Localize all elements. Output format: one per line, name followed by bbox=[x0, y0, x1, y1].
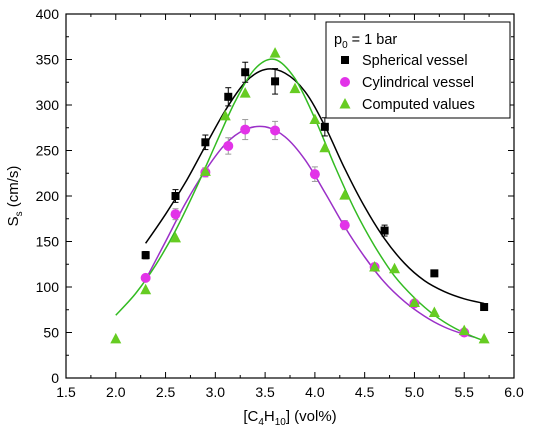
computed-values-point bbox=[478, 332, 490, 344]
computed-values-point bbox=[239, 87, 251, 98]
cylindrical-vessel-point bbox=[170, 209, 181, 220]
spherical-vessel-point bbox=[171, 192, 180, 200]
cylindrical-vessel-point bbox=[223, 140, 234, 151]
spherical-vessel-fit-curve bbox=[144, 68, 485, 305]
spherical-vessel-point bbox=[430, 269, 439, 278]
data-points bbox=[110, 47, 490, 344]
x-tick-label: 2.5 bbox=[156, 384, 176, 400]
spherical-vessel-point bbox=[241, 68, 250, 77]
y-tick-label: 50 bbox=[43, 325, 59, 341]
cylindrical-vessel-point bbox=[240, 124, 251, 135]
y-axis-title: Ss (cm/s) bbox=[5, 166, 25, 227]
x-tick-label: 3.5 bbox=[255, 384, 275, 400]
computed-values-point bbox=[199, 165, 211, 176]
x-tick-label: 4.5 bbox=[355, 384, 375, 400]
computed-values-point bbox=[140, 283, 152, 295]
legend: p0 = 1 bar Spherical vessel Cylindrical v… bbox=[325, 21, 511, 119]
x-tick-label: 5.0 bbox=[405, 384, 425, 400]
computed-values-point bbox=[428, 306, 440, 317]
cylindrical-vessel-legend-label: Cylindrical vessel bbox=[362, 75, 474, 91]
cylindrical-vessel-point bbox=[140, 272, 151, 283]
cylindrical-vessel-point bbox=[270, 125, 281, 136]
computed-values-point bbox=[219, 109, 231, 121]
spherical-vessel-point bbox=[201, 138, 210, 147]
cylindrical-vessel-point bbox=[339, 220, 350, 231]
computed-values-point bbox=[309, 113, 321, 125]
x-axis-title: [C4H10] (vol%) bbox=[243, 408, 336, 428]
y-tick-label: 100 bbox=[36, 279, 60, 295]
computed-values-point bbox=[110, 332, 122, 344]
computed-values-point bbox=[408, 296, 420, 307]
legend-header: p0 = 1 bar bbox=[334, 32, 397, 51]
y-tick-label: 250 bbox=[36, 143, 60, 159]
x-tick-label: 4.0 bbox=[305, 384, 325, 400]
spherical-vessel-point bbox=[320, 122, 329, 131]
spherical-vessel-point bbox=[224, 92, 233, 101]
spherical-vessel-point bbox=[380, 226, 389, 235]
computed-values-point bbox=[458, 324, 470, 336]
y-tick-label: 300 bbox=[36, 97, 60, 113]
legend-items: Spherical vessel Cylindrical vessel Comput… bbox=[339, 53, 475, 113]
y-tick-label: 350 bbox=[36, 52, 60, 68]
computed-values-point bbox=[269, 47, 281, 58]
spherical-vessel-legend-label: Spherical vessel bbox=[362, 53, 468, 69]
spherical-vessel-point bbox=[141, 251, 150, 260]
x-tick-label: 6.0 bbox=[504, 384, 524, 400]
y-tick-label: 0 bbox=[51, 370, 59, 386]
y-tick-label: 150 bbox=[36, 234, 60, 250]
cylindrical-vessel-point bbox=[309, 169, 320, 180]
y-ticks: 0 50 100 150 200 250 300 350 400 bbox=[36, 6, 514, 386]
computed-values-legend-marker bbox=[339, 98, 351, 109]
spherical-vessel-point bbox=[271, 77, 280, 86]
spherical-vessel-point bbox=[480, 303, 489, 312]
x-tick-label: 1.5 bbox=[56, 384, 76, 400]
y-tick-label: 400 bbox=[36, 6, 60, 22]
cylindrical-vessel-legend-marker bbox=[340, 77, 350, 87]
computed-values-point bbox=[389, 262, 401, 274]
y-tick-label: 200 bbox=[36, 188, 60, 204]
computed-values-point bbox=[369, 260, 381, 272]
x-tick-label: 3.0 bbox=[206, 384, 226, 400]
computed-values-point bbox=[289, 82, 301, 94]
x-tick-label: 2.0 bbox=[106, 384, 126, 400]
x-ticks: 1.5 2.0 2.5 3.0 3.5 4.0 4.5 5.0 5.5 6.0 bbox=[56, 14, 524, 400]
computed-values-point bbox=[339, 189, 351, 200]
computed-values-point bbox=[319, 141, 331, 153]
computed-values-legend-label: Computed values bbox=[362, 97, 475, 113]
legend-box bbox=[325, 21, 511, 119]
computed-values-point bbox=[170, 231, 182, 243]
spherical-vessel-legend-marker bbox=[341, 56, 349, 64]
x-tick-label: 5.5 bbox=[454, 384, 474, 400]
